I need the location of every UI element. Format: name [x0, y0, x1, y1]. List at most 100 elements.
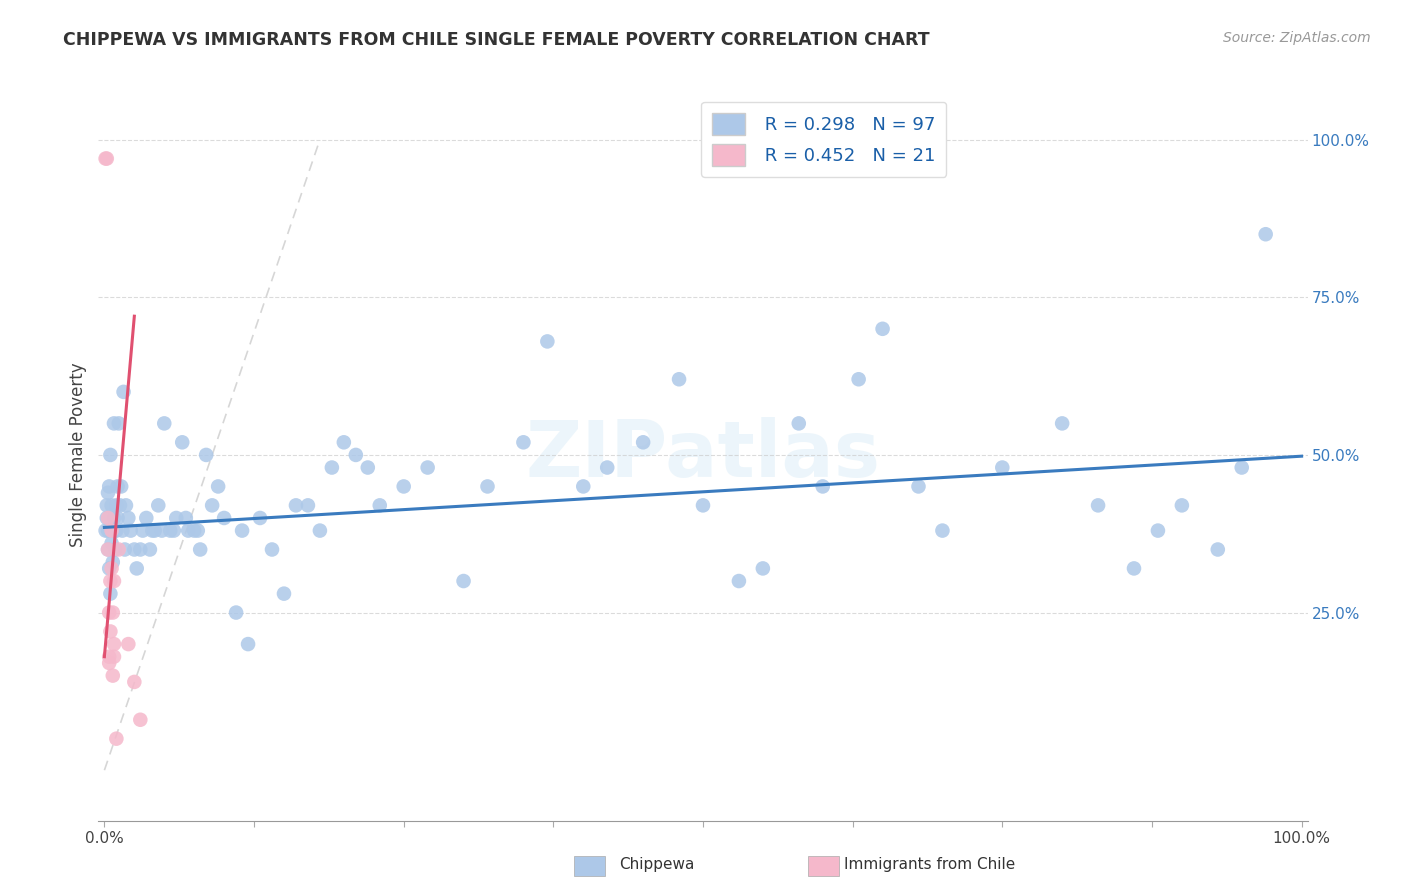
Point [107, 542, 129, 557]
Point [100, 574, 122, 588]
Point [236, 637, 259, 651]
Point [201, 499, 224, 513]
Point [98, 649, 121, 664]
Point [991, 460, 1014, 475]
Point [512, 435, 534, 450]
Point [1230, 460, 1253, 475]
Point [111, 524, 134, 538]
Point [195, 448, 218, 462]
Point [931, 524, 953, 538]
Point [631, 435, 654, 450]
Point [309, 524, 332, 538]
Point [98, 606, 121, 620]
Point [101, 524, 124, 538]
Point [105, 499, 128, 513]
Point [97, 542, 120, 557]
Point [117, 637, 139, 651]
Point [872, 322, 894, 336]
Point [103, 637, 125, 651]
Point [135, 511, 157, 525]
Point [596, 460, 619, 475]
Point [103, 511, 125, 525]
Point [97, 524, 120, 538]
Point [120, 524, 142, 538]
Point [344, 448, 367, 462]
Point [117, 511, 139, 525]
Point [273, 587, 295, 601]
Point [1147, 524, 1170, 538]
Point [453, 574, 475, 588]
Point [1087, 499, 1109, 513]
Point [100, 448, 122, 462]
Point [231, 524, 253, 538]
Point [104, 524, 127, 538]
Point [225, 606, 247, 620]
Point [107, 479, 129, 493]
Point [97, 485, 120, 500]
Point [132, 524, 155, 538]
Point [811, 479, 834, 493]
Point [1171, 499, 1194, 513]
Point [163, 524, 186, 538]
Legend:  R = 0.298   N = 97,  R = 0.452   N = 21: R = 0.298 N = 97, R = 0.452 N = 21 [702, 102, 946, 177]
Point [284, 499, 307, 513]
Point [148, 499, 170, 513]
Point [104, 542, 127, 557]
Point [96, 152, 118, 166]
Point [536, 334, 558, 349]
Point [100, 499, 122, 513]
Point [1206, 542, 1229, 557]
Point [165, 511, 187, 525]
Point [100, 587, 122, 601]
Point [260, 542, 283, 557]
Point [94, 524, 117, 538]
Point [752, 561, 775, 575]
Text: ZIPatlas: ZIPatlas [526, 417, 880, 493]
Point [848, 372, 870, 386]
Point [143, 524, 166, 538]
Point [114, 542, 136, 557]
Point [129, 542, 152, 557]
Point [1123, 561, 1146, 575]
Point [207, 479, 229, 493]
Point [416, 460, 439, 475]
Point [249, 511, 271, 525]
Point [96, 511, 118, 525]
Point [105, 524, 128, 538]
Point [101, 606, 124, 620]
Point [297, 499, 319, 513]
Point [108, 499, 131, 513]
Point [150, 524, 173, 538]
Point [101, 668, 124, 682]
Point [112, 384, 135, 399]
Point [98, 561, 121, 575]
Point [100, 624, 122, 639]
Text: Immigrants from Chile: Immigrants from Chile [844, 857, 1015, 872]
Point [100, 524, 122, 538]
Text: CHIPPEWA VS IMMIGRANTS FROM CHILE SINGLE FEMALE POVERTY CORRELATION CHART: CHIPPEWA VS IMMIGRANTS FROM CHILE SINGLE… [63, 31, 929, 49]
Point [110, 479, 132, 493]
Point [357, 460, 380, 475]
Point [187, 524, 209, 538]
Point [212, 511, 235, 525]
Point [97, 511, 120, 525]
Point [172, 435, 194, 450]
Point [103, 649, 125, 664]
Point [333, 435, 356, 450]
Point [103, 417, 125, 431]
Point [125, 561, 148, 575]
Point [174, 511, 197, 525]
Point [129, 713, 152, 727]
Point [183, 524, 205, 538]
Point [392, 479, 415, 493]
Point [124, 674, 146, 689]
Point [98, 656, 121, 670]
Point [153, 417, 176, 431]
Point [572, 479, 595, 493]
Point [139, 542, 162, 557]
Point [105, 731, 128, 746]
Y-axis label: Single Female Poverty: Single Female Poverty [69, 363, 87, 547]
Point [1254, 227, 1277, 242]
Point [107, 511, 129, 525]
Point [115, 499, 138, 513]
